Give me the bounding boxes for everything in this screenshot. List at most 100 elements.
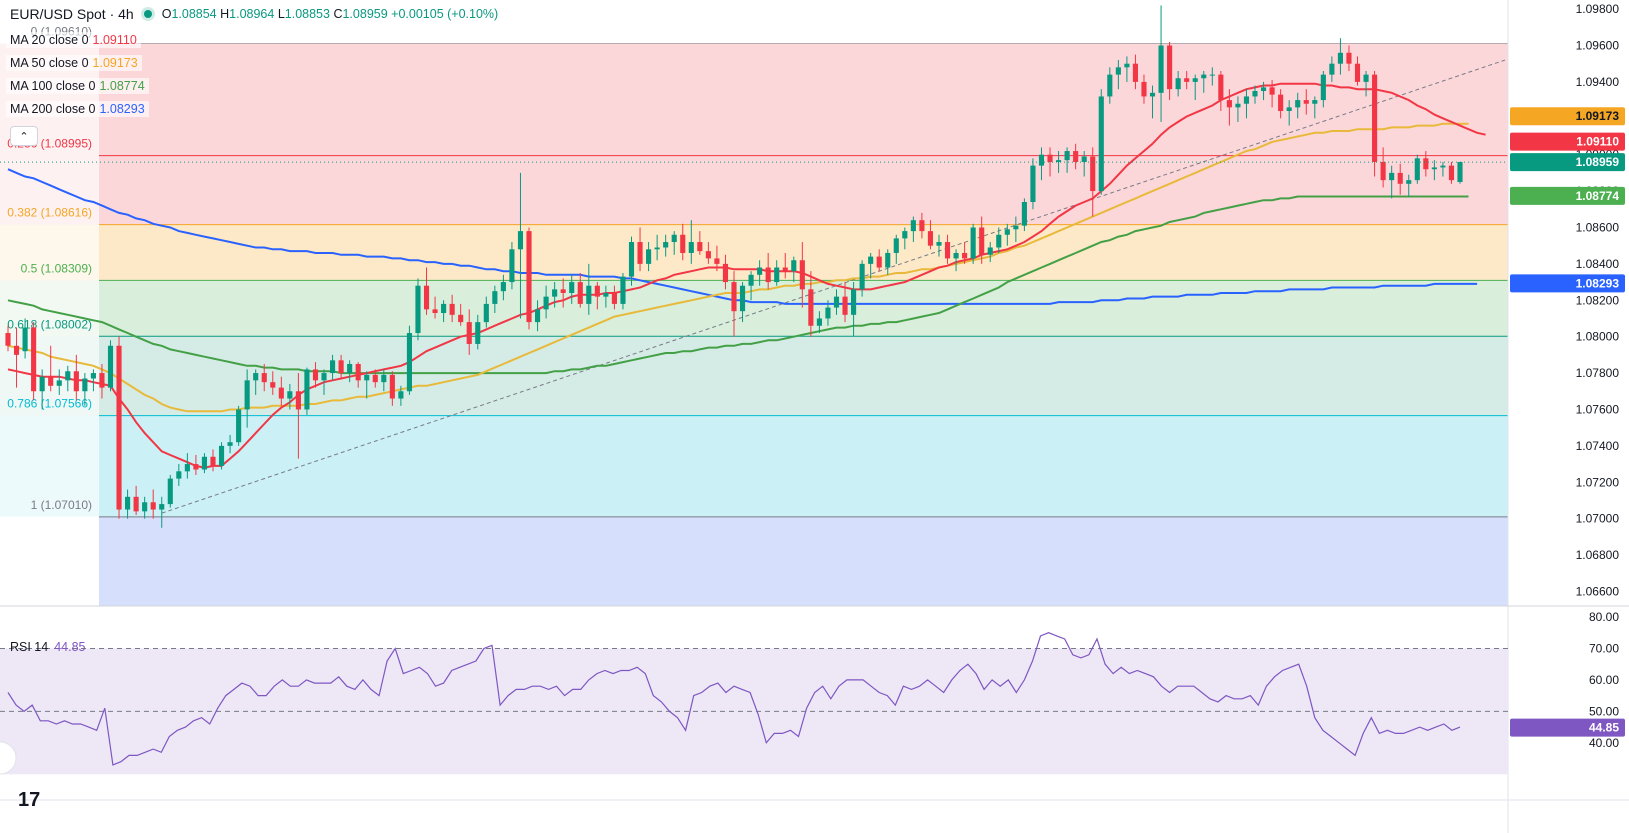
fib-label: 0.786 (1.07566) — [7, 397, 92, 411]
candle-up — [1235, 103, 1241, 108]
collapse-legend-button[interactable]: ⌃ — [10, 126, 38, 146]
fib-zone — [99, 43, 1508, 156]
open-label: O — [161, 7, 172, 21]
candle-up — [244, 380, 250, 410]
change-value: +0.00105 (+0.10%) — [391, 7, 499, 21]
candle-down — [594, 285, 600, 297]
ma100-line — [7, 195, 1469, 375]
candle-up — [1209, 74, 1215, 76]
ma20-label: MA 20 close 0 — [10, 33, 89, 47]
candle-up — [1175, 78, 1181, 90]
candle-up — [1406, 180, 1412, 184]
candle-up — [1149, 92, 1156, 97]
candle-up — [364, 374, 370, 381]
candle-up — [569, 282, 575, 293]
candle-down — [944, 242, 951, 259]
fib-label: 0.382 (1.08616) — [7, 206, 92, 220]
candle-down — [31, 327, 37, 392]
rsi-tick-label: 70.00 — [1589, 641, 1619, 655]
candle-down — [193, 464, 199, 470]
price-tick-label: 1.07800 — [1576, 366, 1620, 380]
candle-up — [987, 247, 993, 255]
candle-up — [22, 327, 28, 352]
price-tick-label: 1.09800 — [1576, 2, 1620, 16]
candle-down — [680, 234, 686, 253]
candle-down — [1184, 78, 1190, 82]
candle-up — [936, 242, 942, 246]
candle-down — [1218, 74, 1224, 101]
candle-up — [236, 409, 242, 443]
candle-up — [885, 252, 891, 268]
price-tag: 1.08293 — [1576, 276, 1620, 290]
ma20-legend[interactable]: MA 20 close 0 1.09110 — [6, 32, 141, 48]
symbol-title[interactable]: EUR/USD Spot · 4h — [10, 6, 134, 22]
rsi-header[interactable]: RSI 14 44.85 — [10, 640, 86, 654]
candle-down — [722, 263, 729, 283]
ma100-value: 1.08774 — [99, 79, 145, 93]
candle-down — [1269, 87, 1275, 95]
candle-down — [312, 369, 319, 381]
fib-zone — [99, 280, 1508, 337]
candle-down — [372, 374, 378, 383]
candle-up — [1329, 63, 1335, 75]
candle-up — [500, 282, 506, 292]
ma50-legend[interactable]: MA 50 close 0 1.09173 — [6, 55, 142, 71]
candle-down — [962, 252, 968, 259]
price-tick-label: 1.09400 — [1576, 75, 1620, 89]
low-label: L — [277, 7, 285, 21]
candle-up — [1457, 161, 1463, 182]
candle-up — [825, 307, 831, 319]
candle-down — [927, 231, 934, 246]
candle-down — [99, 373, 105, 388]
candle-up — [304, 369, 310, 410]
price-tag-bg — [1510, 107, 1625, 126]
rsi-tick-label: 40.00 — [1589, 736, 1619, 750]
candle-down — [261, 373, 267, 383]
candle-down — [637, 242, 643, 264]
ma100-legend[interactable]: MA 100 close 0 1.08774 — [6, 78, 149, 94]
fib-label: 0.618 (1.08002) — [7, 317, 92, 331]
candle-up — [201, 456, 208, 470]
candle-down — [919, 220, 925, 232]
scroll-handle-icon — [0, 741, 17, 775]
candle-up — [534, 309, 541, 323]
candle-up — [910, 220, 916, 232]
candle-up — [996, 234, 1002, 248]
candle-up — [586, 285, 592, 304]
rsi-band — [0, 648, 1508, 775]
candle-up — [1056, 160, 1062, 162]
price-tick-label: 1.06600 — [1576, 584, 1620, 598]
candle-down — [1226, 100, 1232, 108]
candle-up — [82, 378, 88, 392]
low-value: 1.08853 — [284, 7, 330, 21]
fib-label: 0.5 (1.08309) — [21, 261, 92, 275]
high-label: H — [220, 7, 230, 21]
candle-down — [48, 376, 54, 386]
candle-up — [620, 276, 626, 304]
ma200-label: MA 200 close 0 — [10, 102, 96, 116]
price-tag: 1.08959 — [1576, 155, 1620, 169]
candle-up — [167, 478, 173, 505]
candle-up — [868, 256, 874, 264]
candle-up — [90, 373, 96, 379]
candle-up — [859, 263, 865, 290]
candle-up — [381, 374, 387, 383]
symbol-header: EUR/USD Spot · 4h O1.08854 H1.08964 L1.0… — [10, 6, 498, 22]
ma200-legend[interactable]: MA 200 close 0 1.08293 — [6, 101, 149, 117]
price-tick-label: 1.07600 — [1576, 402, 1620, 416]
candle-up — [159, 504, 165, 510]
candle-up — [330, 360, 336, 374]
candle-down — [270, 382, 276, 388]
price-tick-label: 1.08400 — [1576, 257, 1620, 271]
candle-up — [757, 267, 763, 275]
candle-down — [210, 456, 216, 466]
candle-up — [671, 234, 677, 243]
candle-up — [1004, 229, 1010, 235]
candle-up — [902, 231, 908, 239]
price-tick-label: 1.08600 — [1576, 220, 1620, 234]
candle-up — [176, 471, 182, 479]
candle-down — [5, 333, 11, 346]
ma50-line — [7, 122, 1469, 413]
